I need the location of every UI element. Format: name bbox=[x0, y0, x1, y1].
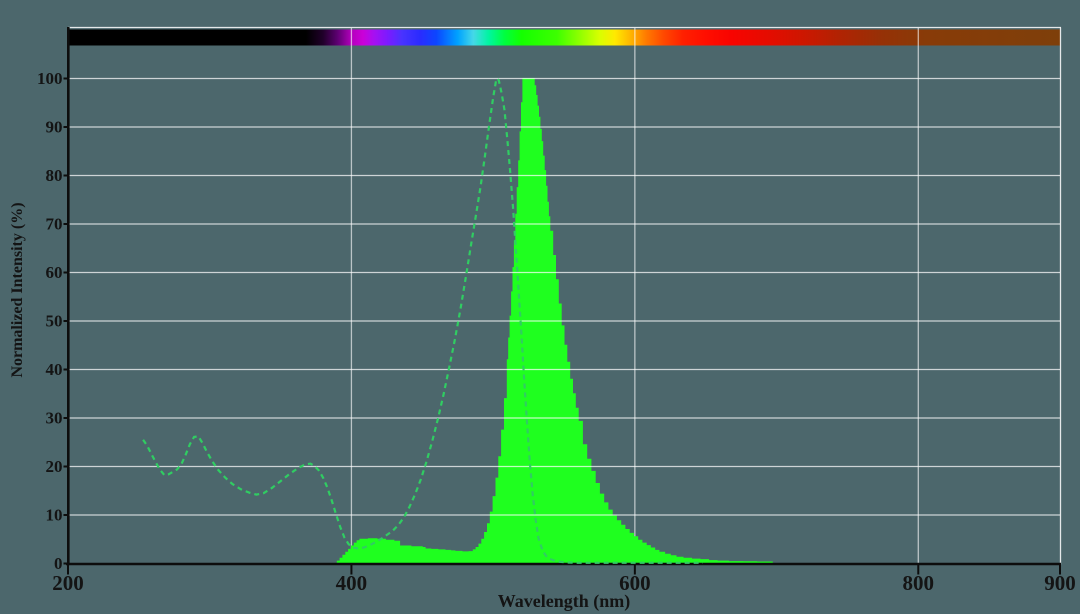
y-axis-ticks: 0 10 20 30 40 50 60 70 80 90 100 bbox=[37, 69, 68, 573]
y-tick-label-100: 100 bbox=[37, 69, 63, 88]
plot-frame bbox=[68, 26, 1062, 565]
axes bbox=[66, 27, 1061, 566]
x-tick-label-200: 200 bbox=[52, 571, 84, 595]
x-tick-label-800: 800 bbox=[903, 571, 935, 595]
x-tick-label-900: 900 bbox=[1044, 571, 1076, 595]
y-tick-label-30: 30 bbox=[46, 409, 63, 428]
x-axis-ticks: 200 400 600 800 900 bbox=[52, 564, 1076, 595]
y-tick-label-60: 60 bbox=[46, 263, 63, 282]
excitation-curve bbox=[142, 76, 703, 564]
y-tick-label-20: 20 bbox=[46, 457, 63, 476]
spectrum-bar bbox=[68, 29, 1060, 46]
x-tick-label-400: 400 bbox=[336, 571, 368, 595]
y-tick-label-80: 80 bbox=[46, 166, 63, 185]
y-tick-label-0: 0 bbox=[54, 554, 63, 573]
y-tick-label-70: 70 bbox=[46, 215, 63, 234]
y-axis-title: Normalized Intensity (%) bbox=[9, 202, 26, 377]
x-axis-title: Wavelength (nm) bbox=[498, 591, 631, 612]
horizontal-gridlines bbox=[68, 77, 1060, 516]
y-tick-label-10: 10 bbox=[46, 506, 63, 525]
y-tick-label-90: 90 bbox=[46, 118, 63, 137]
x-tick-label-600: 600 bbox=[619, 571, 651, 595]
y-tick-label-40: 40 bbox=[46, 360, 63, 379]
vertical-gridlines bbox=[350, 28, 919, 564]
y-tick-label-50: 50 bbox=[46, 312, 63, 331]
